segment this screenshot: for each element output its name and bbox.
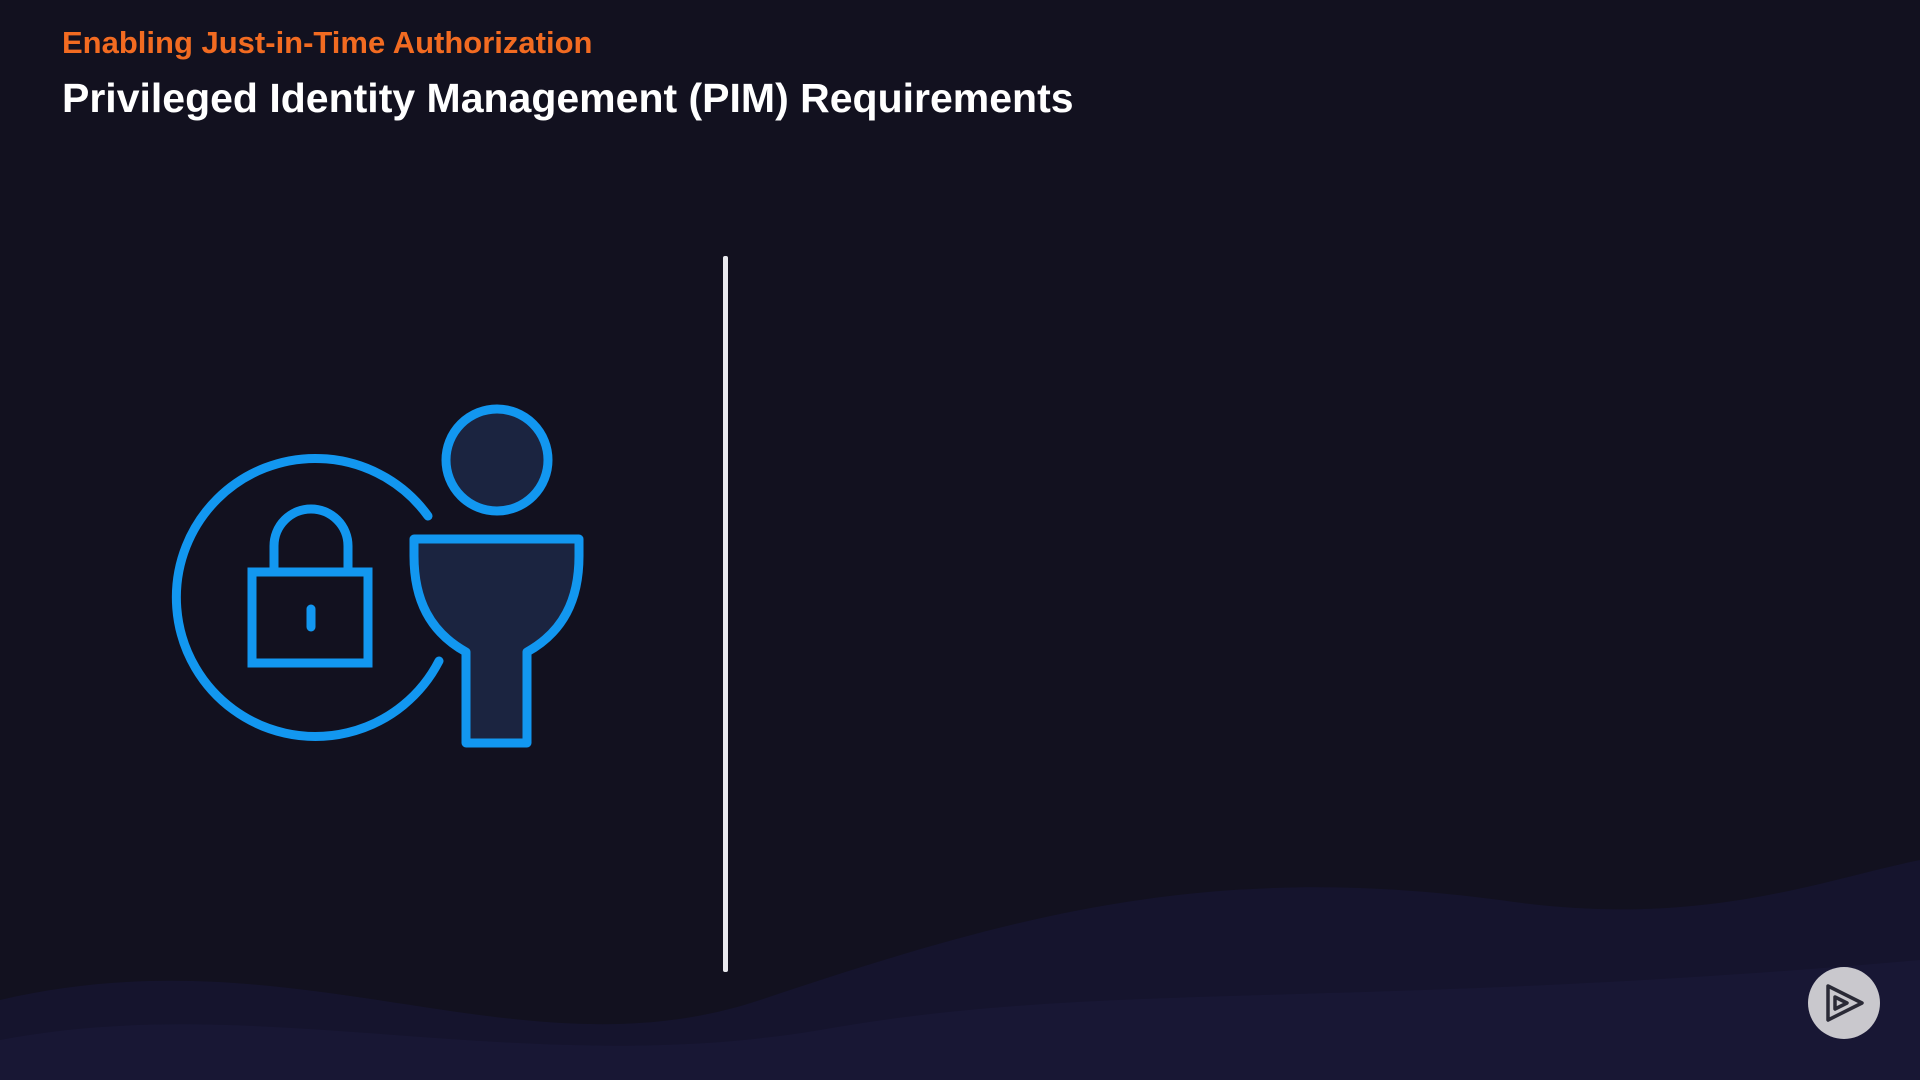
slide-subtitle: Enabling Just-in-Time Authorization: [62, 25, 593, 60]
pluralsight-play-icon: [1826, 984, 1864, 1022]
slide-header: Enabling Just-in-Time Authorization Priv…: [62, 22, 1074, 124]
vertical-divider: [723, 256, 728, 972]
slide-title: Privileged Identity Management (PIM) Req…: [62, 75, 1074, 121]
player-button[interactable]: [1808, 967, 1880, 1039]
lock-with-user-icon: [171, 404, 584, 748]
